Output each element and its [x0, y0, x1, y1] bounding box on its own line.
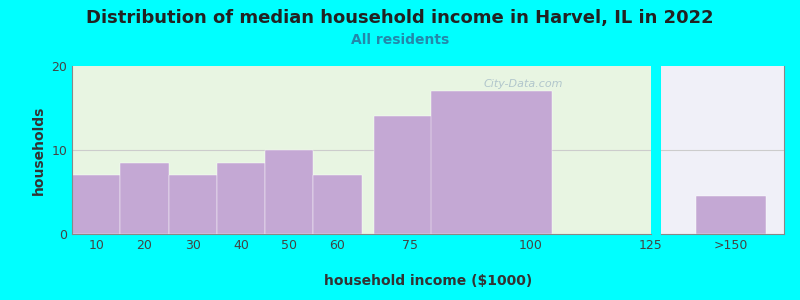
Bar — [72, 175, 120, 234]
Bar — [169, 175, 217, 234]
Text: household income ($1000): household income ($1000) — [324, 274, 532, 288]
Text: All residents: All residents — [351, 33, 449, 47]
Text: Distribution of median household income in Harvel, IL in 2022: Distribution of median household income … — [86, 9, 714, 27]
Bar — [217, 163, 265, 234]
Bar — [265, 150, 314, 234]
Bar — [431, 91, 552, 234]
Bar — [120, 163, 169, 234]
Bar — [696, 196, 766, 234]
Bar — [374, 116, 446, 234]
Bar — [314, 175, 362, 234]
Y-axis label: households: households — [32, 105, 46, 195]
Text: City-Data.com: City-Data.com — [484, 80, 563, 89]
